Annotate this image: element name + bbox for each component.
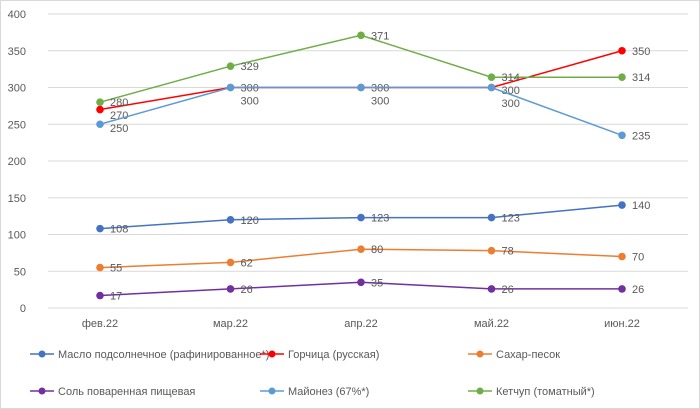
y-tick-label: 350 — [8, 46, 26, 58]
data-point — [487, 73, 496, 82]
legend-item: Соль поваренная пищевая — [30, 386, 195, 398]
data-label: 300 — [502, 85, 520, 97]
data-point — [618, 131, 626, 140]
data-label: 55 — [110, 263, 122, 275]
data-label: 26 — [502, 284, 514, 296]
series-2: 55 62 80 78 70 — [96, 244, 644, 275]
data-point — [96, 98, 104, 106]
data-point — [618, 73, 626, 82]
data-label: 300 — [371, 83, 389, 95]
data-point — [96, 291, 104, 300]
data-label: 300 — [371, 96, 389, 108]
data-label: 120 — [241, 215, 259, 227]
data-point — [487, 285, 496, 293]
y-tick-label: 400 — [8, 9, 26, 21]
series-0: 108 120 123 123 140 — [96, 200, 650, 236]
data-point — [226, 216, 235, 224]
data-label: 280 — [110, 97, 128, 109]
data-label: 62 — [241, 257, 253, 269]
data-point — [618, 285, 626, 293]
data-label: 300 — [241, 96, 259, 108]
legend-marker — [38, 350, 46, 358]
data-label: 300 — [502, 98, 520, 110]
series-3: 17 26 35 26 26 — [96, 277, 644, 303]
data-label: 26 — [632, 284, 644, 296]
data-label: 371 — [371, 30, 389, 42]
legend-item: Горчица (русская) — [260, 349, 379, 361]
series-line — [99, 34, 622, 103]
legend-item: Сахар-песок — [468, 349, 560, 361]
legend-item: Майонез (67%*) — [260, 386, 369, 398]
data-point — [226, 83, 235, 92]
x-tick-label: июн.22 — [604, 318, 640, 330]
data-point — [618, 252, 626, 261]
data-point — [357, 245, 365, 253]
legend-marker — [268, 387, 276, 395]
data-point — [96, 120, 104, 129]
data-point — [487, 83, 496, 92]
data-label: 314 — [502, 72, 520, 84]
legend-marker — [476, 350, 484, 358]
data-label: 78 — [502, 246, 514, 258]
data-label: 26 — [241, 284, 253, 296]
data-label: 17 — [110, 291, 122, 303]
y-tick-label: 200 — [8, 156, 26, 168]
data-point — [618, 201, 626, 209]
legend-label: Соль поваренная пищевая — [58, 386, 195, 398]
x-tick-label: май.22 — [474, 318, 509, 330]
data-point — [618, 46, 626, 55]
data-label: 123 — [502, 213, 520, 225]
data-label: 70 — [632, 252, 644, 264]
data-label: 329 — [241, 61, 259, 73]
data-point — [357, 278, 365, 287]
legend-marker — [38, 387, 46, 395]
data-label: 300 — [241, 83, 259, 95]
legend-item: Кетчуп (томатный*) — [468, 386, 595, 398]
x-tick-label: апр.22 — [344, 318, 377, 330]
data-label: 140 — [632, 200, 650, 212]
legend-label: Горчица (русская) — [288, 349, 379, 361]
legend-label: Кетчуп (томатный*) — [496, 386, 595, 398]
legend-marker — [476, 387, 484, 395]
y-tick-label: 250 — [8, 119, 26, 131]
data-label: 108 — [110, 224, 128, 236]
y-tick-label: 150 — [8, 193, 26, 205]
data-point — [357, 83, 365, 92]
data-point — [96, 263, 104, 272]
legend-item: Масло подсолнечное (рафинированное*) — [30, 349, 269, 361]
y-tick-label: 300 — [8, 83, 26, 95]
data-label: 350 — [632, 46, 650, 58]
data-point — [96, 224, 104, 233]
data-label: 235 — [632, 130, 650, 142]
data-label: 314 — [632, 72, 650, 84]
legend-marker — [268, 350, 276, 358]
x-tick-label: мар.22 — [213, 318, 248, 330]
data-label: 270 — [110, 110, 128, 122]
data-point — [226, 62, 235, 70]
y-tick-label: 0 — [20, 303, 26, 315]
legend-label: Сахар-песок — [496, 349, 560, 361]
legend-label: Майонез (67%*) — [288, 386, 369, 398]
legend-label: Масло подсолнечное (рафинированное*) — [58, 349, 269, 361]
data-label: 250 — [110, 123, 128, 135]
series-line — [99, 86, 623, 136]
data-point — [487, 246, 496, 255]
series-5: 280 329 371 314 314 — [96, 30, 650, 109]
data-point — [487, 213, 496, 222]
data-label: 123 — [371, 213, 389, 225]
data-point — [357, 31, 365, 40]
data-point — [96, 105, 104, 114]
data-point — [226, 258, 235, 267]
y-tick-label: 100 — [8, 230, 26, 242]
data-point — [357, 213, 365, 222]
y-tick-label: 50 — [14, 266, 26, 278]
x-tick-label: фев.22 — [82, 318, 118, 330]
data-label: 35 — [371, 277, 383, 289]
data-label: 80 — [371, 244, 383, 256]
data-point — [226, 285, 235, 293]
